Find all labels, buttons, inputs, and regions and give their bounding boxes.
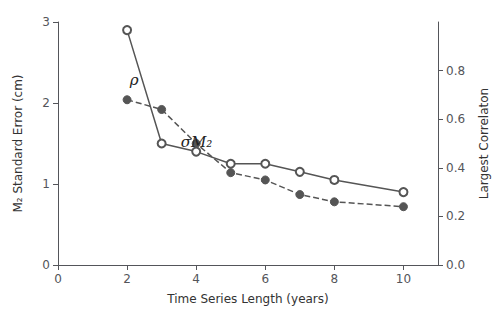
svg-text:M₂ Standard Error (cm): M₂ Standard Error (cm): [11, 74, 25, 212]
svg-text:2: 2: [42, 96, 50, 110]
svg-text:Largest Correlaton: Largest Correlaton: [477, 88, 491, 199]
svg-text:0.6: 0.6: [446, 112, 465, 126]
svg-text:2: 2: [123, 272, 131, 286]
svg-text:Time Series Length (years): Time Series Length (years): [166, 292, 329, 306]
svg-text:0.8: 0.8: [446, 64, 465, 78]
svg-text:1: 1: [42, 177, 50, 191]
svg-text:8: 8: [331, 272, 339, 286]
svg-text:10: 10: [396, 272, 411, 286]
svg-text:ρ: ρ: [129, 71, 139, 89]
svg-text:6: 6: [261, 272, 269, 286]
svg-text:0.2: 0.2: [446, 209, 465, 223]
svg-text:0: 0: [54, 272, 62, 286]
svg-text:0: 0: [42, 258, 50, 272]
svg-text:3: 3: [42, 15, 50, 29]
svg-text:0.4: 0.4: [446, 161, 465, 175]
svg-text:4: 4: [192, 272, 200, 286]
svg-text:0.0: 0.0: [446, 258, 465, 272]
svg-text:σM₂: σM₂: [181, 133, 213, 151]
